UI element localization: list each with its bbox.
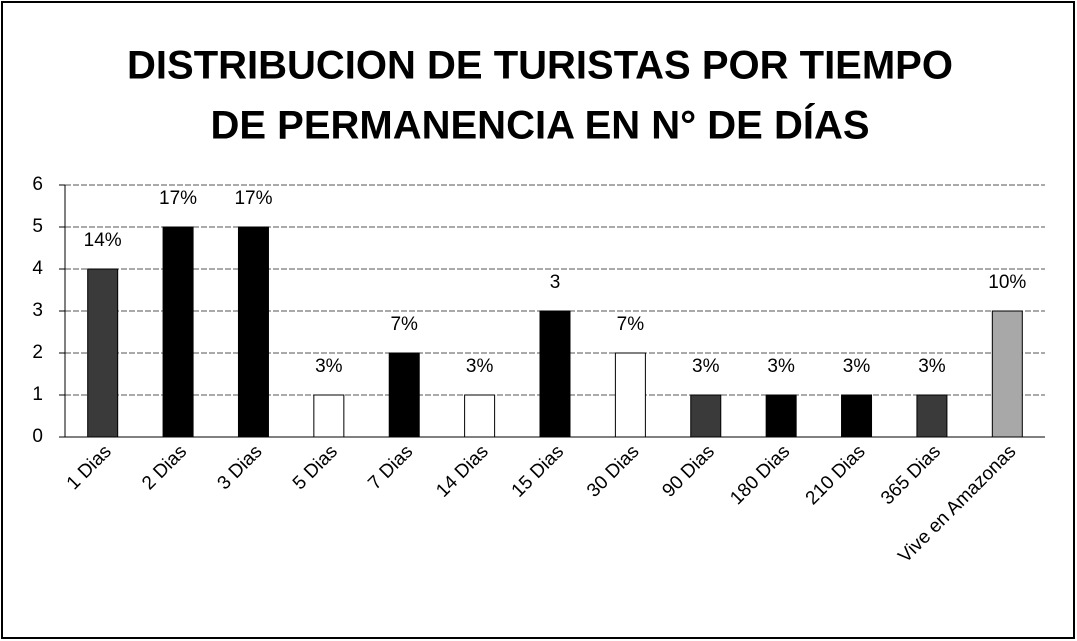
- y-tick-label: 5: [32, 216, 43, 237]
- data-label: 3: [550, 272, 561, 293]
- bar: [388, 352, 420, 438]
- data-label: 3%: [843, 356, 871, 377]
- bar: [690, 394, 722, 438]
- data-label: 17%: [234, 188, 272, 209]
- y-tick-label: 0: [32, 426, 43, 447]
- data-label: 17%: [159, 188, 197, 209]
- bar: [237, 226, 269, 438]
- chart-title: DISTRIBUCION DE TURISTAS POR TIEMPO: [127, 44, 953, 88]
- data-label: 7%: [617, 314, 645, 335]
- bar: [765, 394, 797, 438]
- data-label: 3%: [466, 356, 494, 377]
- data-label: 14%: [84, 230, 122, 251]
- bar: [464, 394, 496, 438]
- data-label: 3%: [918, 356, 946, 377]
- y-tick-label: 2: [32, 342, 43, 363]
- y-tick-label: 3: [32, 300, 43, 321]
- chart-title: DE PERMANENCIA EN N° DE DÍAS: [210, 103, 869, 148]
- data-label: 3%: [692, 356, 720, 377]
- data-label: 3%: [315, 356, 343, 377]
- bar: [162, 226, 194, 438]
- bar: [614, 352, 646, 438]
- bar: [313, 394, 345, 438]
- bar: [991, 310, 1023, 438]
- y-tick-label: 1: [32, 384, 43, 405]
- bar: [539, 310, 571, 438]
- data-label: 3%: [767, 356, 795, 377]
- bar: [916, 394, 948, 438]
- bar: [87, 268, 119, 438]
- y-tick-label: 4: [32, 258, 43, 279]
- data-label: 7%: [390, 314, 418, 335]
- data-label: 10%: [988, 272, 1026, 293]
- bar: [841, 394, 873, 438]
- y-tick-label: 6: [32, 174, 43, 195]
